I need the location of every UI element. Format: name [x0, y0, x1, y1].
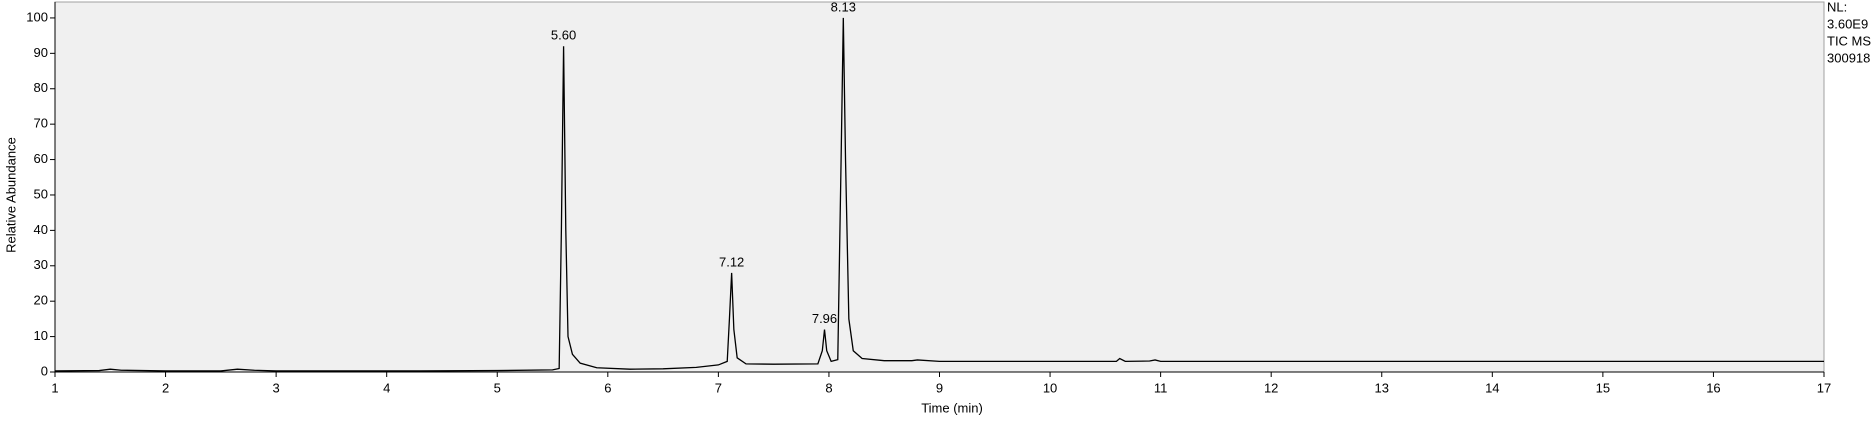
x-axis-label: Time (min) [921, 400, 983, 415]
x-tick-label: 1 [51, 380, 58, 395]
x-tick-label: 13 [1375, 380, 1389, 395]
side-note: NL: [1827, 0, 1847, 14]
x-tick-label: 3 [273, 380, 280, 395]
x-tick-label: 8 [825, 380, 832, 395]
side-note: 300918 [1827, 50, 1870, 65]
x-tick-label: 12 [1264, 380, 1278, 395]
x-tick-label: 15 [1596, 380, 1610, 395]
y-tick-label: 30 [34, 257, 48, 272]
x-tick-label: 11 [1154, 380, 1168, 395]
trace-line [54, 17, 1824, 372]
y-tick-label: 90 [34, 45, 48, 60]
peak-label: 8.13 [831, 0, 856, 14]
y-tick-label: 100 [26, 9, 48, 24]
y-tick-label: 40 [34, 222, 48, 237]
x-tick-label: 7 [715, 380, 722, 395]
x-tick-label: 4 [383, 380, 390, 395]
plot-area [54, 1, 1825, 373]
x-tick-label: 5 [494, 380, 501, 395]
peak-label: 7.12 [719, 254, 744, 269]
y-tick-label: 50 [34, 186, 48, 201]
x-tick-label: 10 [1043, 380, 1057, 395]
y-tick-label: 20 [34, 293, 48, 308]
y-tick-label: 0 [41, 363, 48, 378]
x-tick-label: 6 [604, 380, 611, 395]
peak-label: 5.60 [551, 28, 576, 43]
y-tick-label: 60 [34, 151, 48, 166]
side-note: 3.60E9 [1827, 16, 1868, 31]
y-tick-label: 70 [34, 116, 48, 131]
y-axis-label: Relative Abundance [3, 137, 18, 253]
side-note: TIC MS [1827, 33, 1871, 48]
x-tick-label: 2 [162, 380, 169, 395]
x-tick-label: 9 [936, 380, 943, 395]
peak-label: 7.96 [812, 311, 837, 326]
x-tick-label: 17 [1817, 380, 1831, 395]
y-tick-label: 80 [34, 80, 48, 95]
x-tick-label: 16 [1706, 380, 1720, 395]
x-tick-label: 14 [1485, 380, 1499, 395]
y-tick-label: 10 [34, 328, 48, 343]
